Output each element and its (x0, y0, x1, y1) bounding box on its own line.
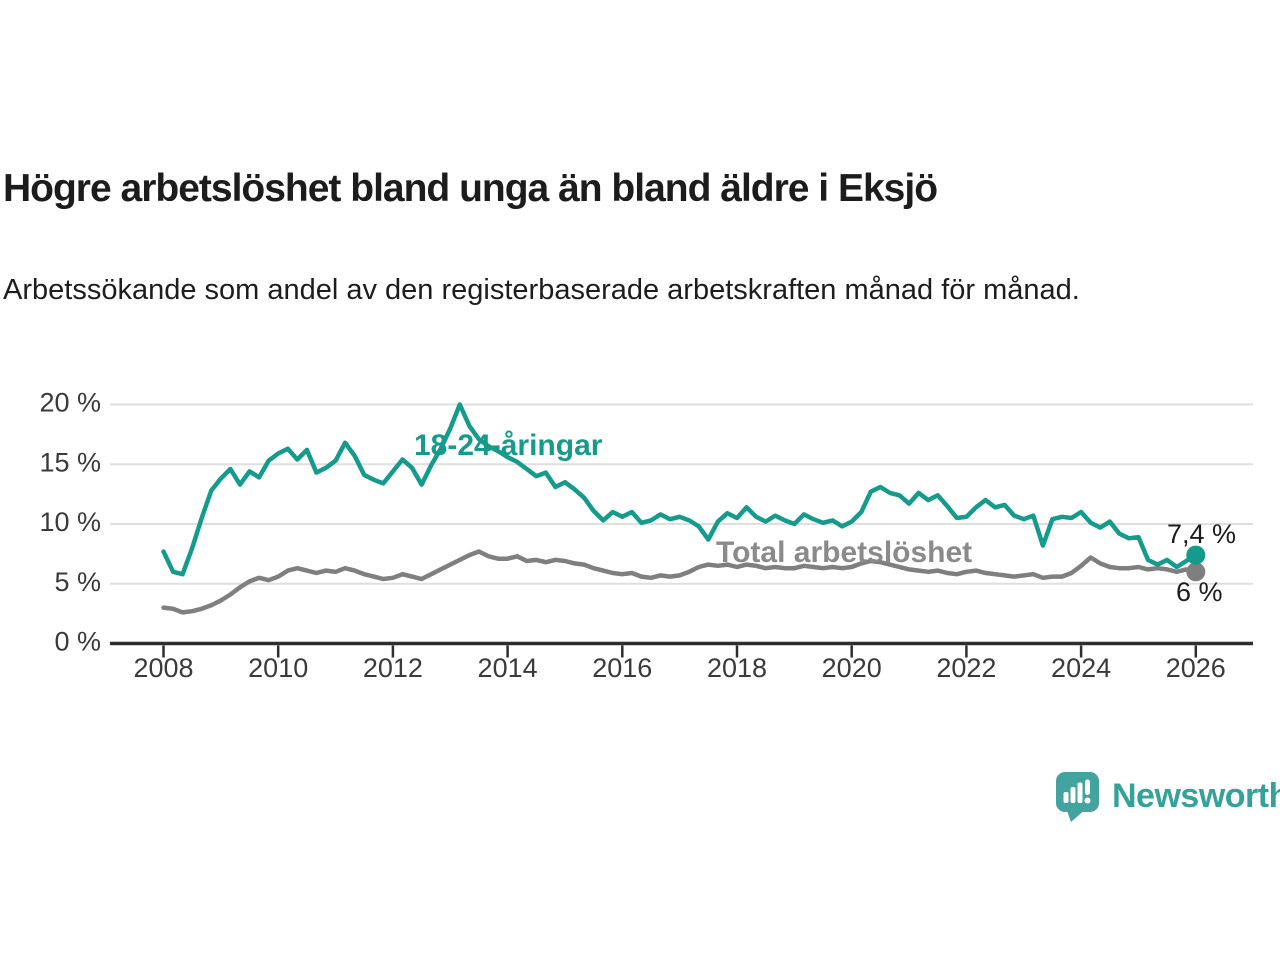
series-line-total (161, 549, 1199, 615)
page-subtitle: Arbetssökande som andel av den registerb… (3, 274, 1080, 306)
x-axis-tick-label: 2020 (822, 653, 882, 683)
y-axis-tick-label: 20 % (39, 388, 101, 418)
x-axis-tick-label: 2026 (1166, 653, 1226, 683)
end-dot-youth (1186, 545, 1206, 565)
newsworthy-logo-text: Newsworthy (1112, 776, 1280, 815)
x-axis-tick-label: 2024 (1051, 653, 1111, 683)
x-axis-tick-label: 2022 (936, 653, 996, 683)
y-axis-tick-label: 10 % (39, 507, 101, 537)
y-axis-tick-label: 5 % (54, 567, 101, 597)
series-label-youth: 18-24-åringar (414, 429, 603, 462)
newsworthy-logo[interactable]: Newsworthy (1054, 770, 1280, 822)
x-axis-tick-label: 2018 (707, 653, 767, 683)
end-value-label-total: 6 % (1176, 577, 1223, 607)
x-axis-tick-label: 2016 (592, 653, 652, 683)
y-axis-tick-label: 15 % (39, 447, 101, 477)
y-axis-tick-label: 0 % (54, 627, 101, 657)
x-axis-tick-label: 2008 (133, 653, 193, 683)
end-dot-total (1186, 562, 1206, 582)
page-title: Högre arbetslöshet bland unga än bland ä… (3, 167, 938, 211)
newsworthy-speech-bubble-bar-chart-icon (1056, 772, 1099, 822)
x-axis-tick-label: 2012 (363, 653, 423, 683)
x-axis-tick-label: 2014 (478, 653, 538, 683)
end-value-label-youth: 7,4 % (1167, 519, 1236, 549)
x-axis-tick-label: 2010 (248, 653, 308, 683)
series-line-youth-18-24 (161, 402, 1199, 577)
series-label-total: Total arbetslöshet (716, 536, 972, 569)
